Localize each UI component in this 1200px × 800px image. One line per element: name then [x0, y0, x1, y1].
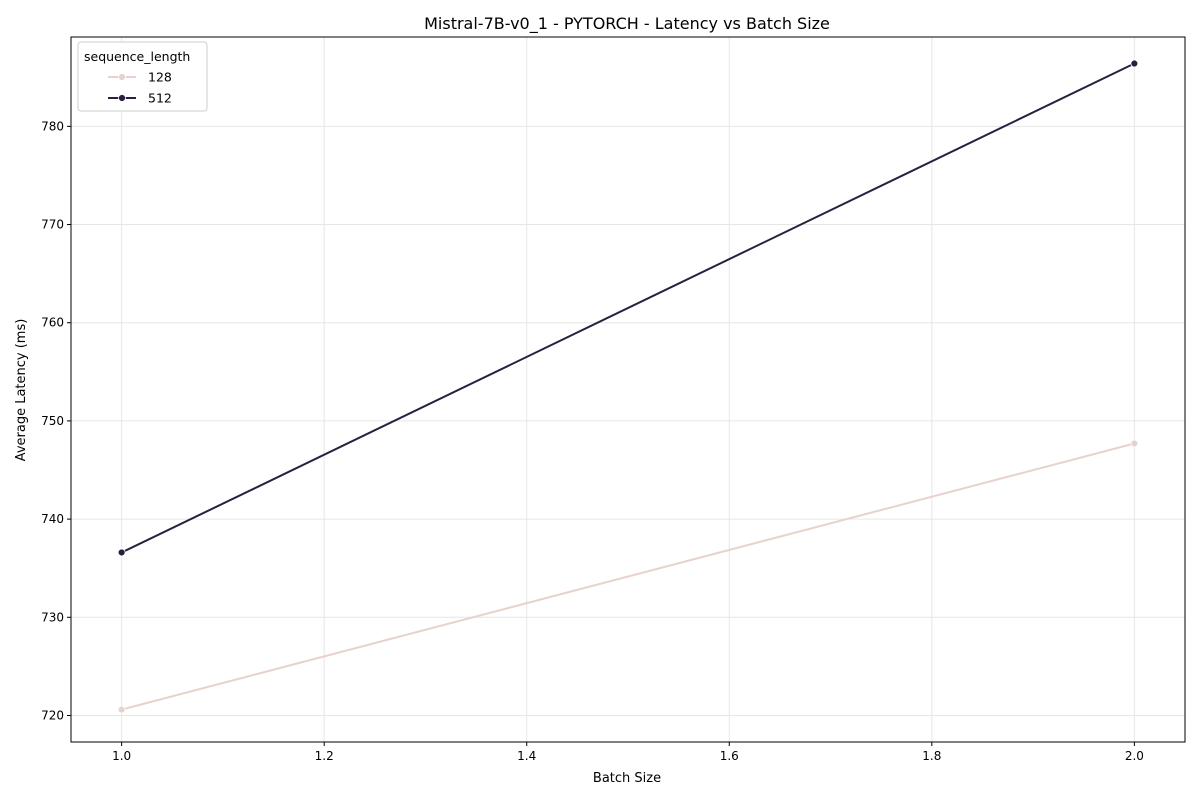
x-axis-label: Batch Size — [593, 771, 661, 786]
series-line-128 — [121, 442, 1135, 711]
y-tick-label: 740 — [41, 512, 64, 526]
plot-frame — [70, 36, 1186, 743]
y-axis-ticks: 720 730 740 750 760 770 780 — [41, 119, 71, 722]
y-axis-label: Average Latency (ms) — [14, 319, 29, 462]
legend-marker — [118, 94, 126, 102]
legend-marker — [118, 73, 126, 81]
legend-box — [77, 41, 208, 112]
series-layer — [117, 59, 1139, 714]
data-point — [117, 705, 126, 714]
data-point — [1130, 439, 1139, 448]
legend-item-512: 512 — [108, 91, 172, 106]
series-line-512 — [121, 62, 1135, 554]
data-point — [117, 548, 126, 557]
legend-title: sequence_length — [84, 49, 190, 64]
legend-item-128: 128 — [108, 70, 172, 85]
x-tick-label: 1.6 — [720, 749, 739, 763]
x-tick-label: 1.8 — [922, 749, 941, 763]
x-tick-label: 1.4 — [517, 749, 536, 763]
series-512 — [117, 59, 1139, 557]
y-tick-label: 750 — [41, 414, 64, 428]
y-tick-label: 780 — [41, 119, 64, 133]
x-tick-label: 1.0 — [112, 749, 131, 763]
x-axis-ticks: 1.0 1.2 1.4 1.6 1.8 2.0 — [112, 742, 1144, 763]
series-128 — [117, 439, 1139, 714]
grid-lines — [71, 37, 1185, 742]
x-tick-label: 2.0 — [1125, 749, 1144, 763]
legend-label: 128 — [148, 70, 172, 85]
x-tick-label: 1.2 — [315, 749, 334, 763]
y-tick-label: 760 — [41, 316, 64, 330]
y-tick-label: 720 — [41, 708, 64, 722]
chart-title: Mistral-7B-v0_1 - PYTORCH - Latency vs B… — [424, 14, 830, 34]
y-tick-label: 770 — [41, 218, 64, 232]
legend-label: 512 — [148, 91, 172, 106]
data-point — [1130, 59, 1139, 68]
y-tick-label: 730 — [41, 610, 64, 624]
